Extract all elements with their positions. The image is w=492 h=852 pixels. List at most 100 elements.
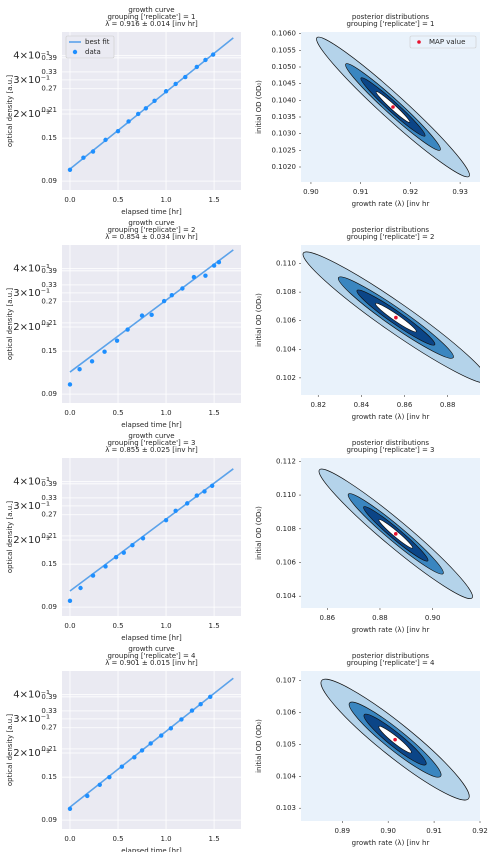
y-tick-label: 0.27 [41,511,57,519]
y-tick-label: 0.108 [276,288,296,296]
data-point [143,106,149,111]
x-axis-label: growth rate (λ) [inv hr [352,200,430,208]
y-tick-label: 0.39 [41,54,57,62]
plot-content [320,678,470,801]
y-tick-label: 2×10⁻¹ [13,535,50,546]
x-tick-label: 1.5 [209,196,220,204]
y-tick-label: 0.106 [276,708,297,716]
x-tick-label: 1.0 [160,196,171,204]
legend-marker [72,49,78,55]
panel-title: posterior distributions [352,226,430,234]
data-point [203,273,208,278]
panel-title: grouping ['replicate'] = 1 [107,13,195,21]
data-point [78,585,83,591]
y-axis-label: initial OD (OD₀) [255,80,263,134]
x-tick-label: 1.5 [209,409,220,417]
data-point [85,793,90,799]
data-point [125,327,130,332]
fit-line [69,468,234,592]
x-tick-label: 0.90 [380,827,396,835]
data-point [163,89,169,94]
y-tick-label: 2×10⁻¹ [13,748,50,759]
map-point [393,532,398,536]
y-tick-label: 0.39 [41,693,57,701]
data-point [208,694,213,699]
y-tick-label: 3×10⁻¹ [13,501,50,512]
x-tick-label: 0.90 [425,614,441,622]
y-tick-label: 4×10⁻¹ [13,690,50,701]
y-axis-label: initial OD (OD₀) [255,506,263,560]
y-tick-label: 0.09 [41,816,57,824]
data-point [163,518,169,523]
y-tick-label: 0.21 [41,319,57,327]
panel-title: grouping ['replicate'] = 3 [346,446,434,454]
y-tick-label: 0.15 [41,347,57,355]
x-tick-label: 0.91 [426,827,442,835]
x-tick-label: 0.82 [310,401,326,409]
data-point [103,137,108,143]
x-tick-label: 0.91 [353,188,369,196]
y-tick-label: 0.1060 [272,30,297,38]
plot-content [67,468,234,604]
y-tick-label: 0.1045 [272,80,297,88]
panel-title: growth curve [128,6,174,14]
x-axis-label: elapsed time [hr] [121,847,182,852]
y-tick-label: 0.104 [276,345,297,353]
y-tick-label: 0.110 [276,491,296,499]
panel-title: grouping ['replicate'] = 4 [107,652,196,660]
y-tick-label: 0.39 [41,480,57,488]
map-point [391,105,395,109]
y-tick-label: 2×10⁻¹ [13,322,50,333]
y-tick-label: 0.104 [276,772,297,780]
legend-label: MAP value [429,38,465,46]
plot-area [62,32,241,190]
legend-box [409,35,477,49]
data-point [149,312,154,318]
y-tick-label: 0.106 [276,558,297,566]
y-tick-label: 0.1030 [272,130,297,138]
panel-title: posterior distributions [352,439,430,447]
y-tick-label: 0.27 [41,85,57,93]
x-tick-label: 0.90 [303,188,319,196]
data-point [114,338,120,343]
x-axis-label: growth rate (λ) [inv hr [352,839,430,847]
y-tick-label: 0.108 [276,525,296,533]
x-tick-label: 0.86 [397,401,413,409]
data-point [90,573,96,578]
y-tick-label: 0.107 [276,677,296,685]
data-point [81,155,86,160]
data-point [203,57,208,63]
data-point [148,741,153,746]
data-point [169,292,175,298]
panel-title: grouping ['replicate'] = 1 [346,20,434,28]
map-point [394,315,398,320]
panel-title: posterior distributions [352,13,430,21]
data-point [184,501,190,506]
y-tick-label: 0.33 [41,68,57,76]
data-point [209,483,215,488]
y-tick-label: 0.39 [41,267,57,275]
y-tick-label: 2×10⁻¹ [13,109,50,120]
panel-title: grouping ['replicate'] = 3 [107,439,195,447]
data-point [67,598,73,604]
y-tick-label: 0.33 [41,707,57,715]
y-tick-label: 0.1050 [272,63,297,71]
panel-title: λ = 0.854 ± 0.034 [inv hr] [105,233,198,241]
legend-marker [417,40,421,44]
data-point [211,263,217,268]
data-point [180,286,185,291]
data-point [135,111,141,117]
y-tick-label: 0.09 [41,177,57,185]
x-tick-label: 0.92 [403,188,419,196]
legend-label: best fit [85,38,110,46]
x-tick-label: 0.84 [354,401,370,409]
data-point [139,313,145,318]
y-tick-label: 0.102 [276,374,296,382]
x-axis-label: elapsed time [hr] [121,421,182,429]
y-tick-label: 0.1035 [272,113,297,121]
